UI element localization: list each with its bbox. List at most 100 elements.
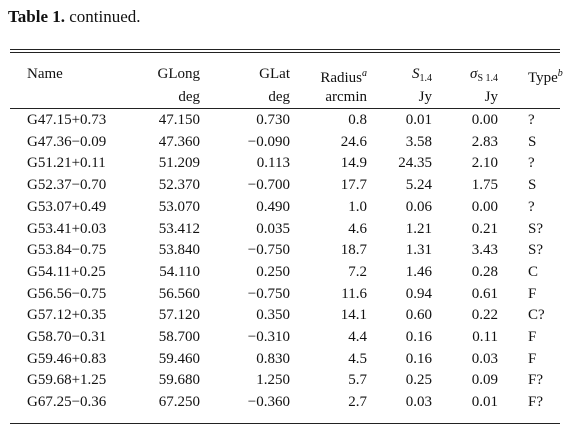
cell: G54.11+0.25	[27, 263, 106, 280]
cell: 67.250	[158, 394, 200, 411]
cell: S	[528, 177, 537, 194]
cell: 1.75	[471, 177, 498, 194]
cell: 0.06	[405, 198, 432, 215]
cell: F	[528, 329, 537, 345]
top-rule	[10, 52, 560, 53]
column-header: GLat	[259, 65, 290, 83]
cell: 0.22	[471, 307, 498, 324]
cell: 0.01	[471, 394, 498, 411]
cell: 52.370	[158, 177, 200, 194]
cell: 0.16	[405, 350, 432, 367]
cell: 0.09	[471, 372, 498, 389]
cell: S?	[528, 220, 543, 237]
cell: 0.00	[471, 198, 498, 215]
header-subscript: 1.4	[419, 73, 433, 84]
cell: 7.2	[348, 263, 367, 280]
cell: 0.113	[256, 155, 290, 172]
cell: G58.70−0.31	[27, 329, 107, 345]
bottom-rule	[10, 423, 560, 424]
cell: 3.58	[405, 133, 432, 150]
header-unit: deg	[268, 89, 290, 105]
cell: 14.9	[340, 155, 367, 172]
cell: 1.46	[405, 263, 432, 280]
cell: 2.83	[471, 133, 498, 150]
header-label: Type	[528, 70, 558, 86]
cell: −0.310	[247, 329, 290, 345]
cell: 0.61	[471, 285, 498, 302]
header-rule	[10, 108, 560, 109]
header-label: GLong	[157, 66, 201, 82]
cell: 0.03	[471, 350, 498, 367]
cell: 0.8	[348, 112, 367, 128]
cell: 0.21	[471, 220, 498, 237]
cell: 0.730	[256, 112, 290, 128]
cell: 57.120	[158, 307, 200, 324]
cell: 54.110	[159, 263, 200, 280]
header-label: Name	[27, 66, 63, 82]
cell: 3.43	[471, 242, 498, 259]
cell: F	[528, 285, 537, 302]
cell: 47.360	[158, 133, 200, 150]
header-label: Radius	[320, 70, 362, 86]
cell: 1.250	[256, 372, 290, 389]
cell: C?	[528, 307, 545, 324]
cell: 0.94	[405, 285, 432, 302]
cell: 2.10	[471, 155, 498, 172]
cell: −0.750	[247, 242, 290, 259]
cell: 4.4	[348, 329, 367, 345]
header-unit: Jy	[484, 89, 498, 105]
header-unit: Jy	[418, 89, 432, 105]
cell: 1.31	[405, 242, 432, 259]
cell: G56.56−0.75	[27, 285, 107, 302]
cell: 59.460	[158, 350, 200, 367]
column-header: σS 1.4	[470, 65, 498, 88]
cell: −0.090	[247, 133, 290, 150]
header-label: σ	[470, 66, 478, 82]
cell: G47.15+0.73	[27, 112, 107, 128]
cell: ?	[528, 155, 535, 172]
cell: G57.12+0.35	[27, 307, 107, 324]
header-superscript: b	[557, 68, 563, 79]
column-header: S1.4	[412, 65, 432, 88]
cell: −0.750	[247, 285, 290, 302]
cell: 2.7	[348, 394, 367, 411]
column-header: Radiusa	[320, 65, 367, 87]
cell: −0.700	[247, 177, 290, 194]
cell: G53.41+0.03	[27, 220, 107, 237]
column-header: GLong	[158, 65, 201, 83]
cell: G67.25−0.36	[27, 394, 107, 411]
cell: 53.840	[158, 242, 200, 259]
cell: 4.5	[348, 350, 367, 367]
cell: −0.360	[247, 394, 290, 411]
cell: 24.35	[398, 155, 432, 172]
cell: 0.03	[405, 394, 432, 411]
cell: G47.36−0.09	[27, 133, 107, 150]
cell: G51.21+0.11	[27, 155, 106, 172]
cell: 18.7	[340, 242, 367, 259]
cell: F?	[528, 394, 543, 411]
cell: ?	[528, 112, 535, 128]
column-header: Typeb	[528, 65, 563, 87]
cell: S	[528, 133, 537, 150]
cell: 24.6	[340, 133, 367, 150]
header-superscript: a	[362, 68, 367, 79]
caption-text: continued.	[69, 7, 141, 26]
header-label: GLat	[259, 66, 290, 82]
header-label: S	[412, 66, 420, 82]
cell: 56.560	[158, 285, 200, 302]
cell: G53.07+0.49	[27, 198, 107, 215]
cell: 0.60	[405, 307, 432, 324]
cell: 1.21	[405, 220, 432, 237]
caption-label: Table 1.	[8, 7, 66, 26]
cell: 58.700	[158, 329, 200, 345]
header-unit: deg	[178, 89, 200, 105]
cell: 14.1	[340, 307, 367, 324]
cell: 53.070	[158, 198, 200, 215]
cell: 11.6	[341, 285, 367, 302]
cell: 53.412	[158, 220, 200, 237]
cell: 0.00	[471, 112, 498, 128]
cell: 5.24	[405, 177, 432, 194]
cell: ?	[528, 198, 535, 215]
caption: Table 1. continued.	[8, 8, 141, 26]
cell: C	[528, 263, 539, 280]
